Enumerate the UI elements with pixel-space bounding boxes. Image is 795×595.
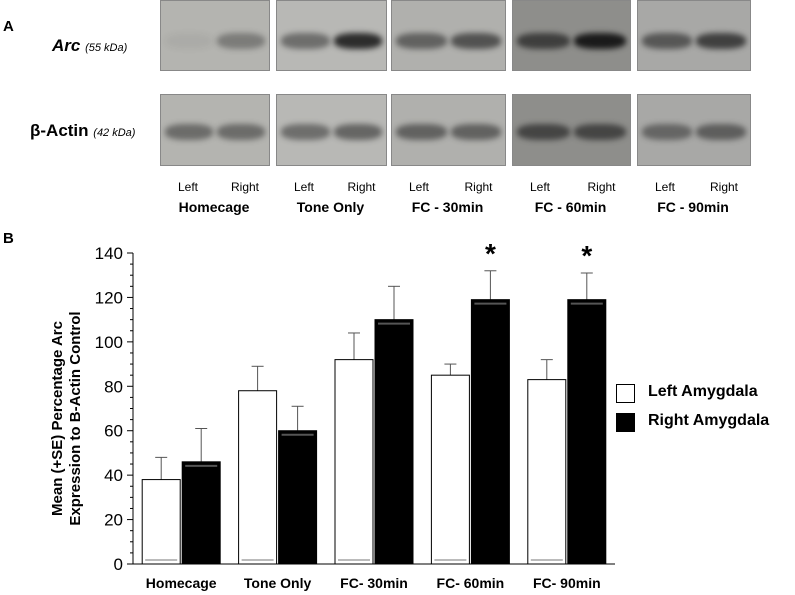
x-tick-label-4: FC- 60min [437,575,505,591]
bar-right-5 [567,299,607,565]
actin-band-2 [217,124,265,140]
arc-band-1 [165,33,213,49]
arc-protein-name: Arc [52,36,81,55]
actin-band-4 [333,124,382,140]
y-axis-label-line2: Expression to B-Actin Control [67,311,84,525]
bar-right-3 [374,319,414,565]
x-tick-label-1: Homecage [146,575,217,591]
actin-blot-1 [160,94,270,166]
arc-band-5 [396,33,447,49]
arc-blot-3 [391,0,506,71]
actin-row-label: β-Actin (42 kDa) [30,121,135,141]
actin-blot-3 [391,94,506,166]
legend-label-right: Right Amygdala [648,412,770,429]
actin-band-6 [450,124,501,140]
lane-label-right: Right [464,180,493,194]
x-tick-label-3: FC- 30min [340,575,408,591]
arc-blot-4 [512,0,631,71]
arc-band-6 [450,33,501,49]
lane-label-left: Left [529,180,550,194]
blot-group-label: Tone Only [296,199,365,215]
actin-kda: (42 kDa) [93,127,136,139]
x-tick-label-5: FC- 90min [533,575,601,591]
significance-asterisk-4: * [485,238,496,269]
lane-label-right: Right [230,180,259,194]
panel-b-letter: B [3,230,14,247]
arc-band-8 [573,33,626,49]
bar-left-5 [527,379,567,565]
y-tick-label: 20 [104,511,123,530]
arc-kda: (55 kDa) [85,42,128,54]
y-tick-label: 120 [95,288,123,307]
lane-label-right: Right [347,180,376,194]
arc-band-4 [333,33,382,49]
actin-band-10 [696,124,746,140]
actin-band-8 [573,124,626,140]
bar-left-2 [238,390,278,565]
arc-band-7 [517,33,570,49]
y-tick-label: 40 [104,466,123,485]
lane-label-right: Right [709,180,738,194]
arc-band-2 [217,33,265,49]
bar-chart: 0 20 40 60 80 100 120 140 Mean (+SE) Percentage … [49,238,615,591]
arc-band-10 [696,33,746,49]
y-tick-label: 0 [114,555,123,574]
blot-group-label: Homecage [178,199,250,215]
bar-right-4 [470,299,510,565]
y-tick-label: 80 [104,377,123,396]
arc-blot-1 [160,0,270,71]
blot-group-label: FC - 60min [534,199,607,215]
actin-blot-4 [512,94,631,166]
arc-band-9 [642,33,692,49]
y-tick-label: 100 [95,333,123,352]
lane-label-right: Right [587,180,616,194]
lane-label-left: Left [654,180,675,194]
panel-a-letter: A [3,18,14,35]
bar-right-2 [278,430,318,565]
bar-left-4 [430,374,470,565]
lane-label-left: Left [408,180,429,194]
arc-row-label: Arc (55 kDa) [52,36,127,56]
y-tick-label: 140 [95,244,123,263]
actin-blot-5 [637,94,751,166]
legend-label-left: Left Amygdala [648,383,758,400]
actin-band-1 [165,124,213,140]
arc-blot-2 [276,0,387,71]
x-tick-label-2: Tone Only [244,575,312,591]
actin-protein-name: β-Actin [30,121,89,140]
actin-band-5 [396,124,447,140]
y-axis-label-line1: Mean (+SE) Percentage Arc [49,321,66,516]
actin-blot-2 [276,94,387,166]
arc-blot-5 [637,0,751,71]
bar-left-3 [334,359,374,565]
actin-band-7 [517,124,570,140]
arc-band-3 [281,33,330,49]
legend-swatch-left [616,384,635,403]
y-tick-label: 60 [104,422,123,441]
legend-swatch-right [616,413,635,432]
actin-band-3 [281,124,330,140]
actin-band-9 [642,124,692,140]
blot-group-label: FC - 90min [657,199,729,215]
lane-label-left: Left [293,180,314,194]
bar-left-1 [141,479,181,565]
bar-right-1 [181,461,221,565]
lane-label-left: Left [177,180,198,194]
blot-group-label: FC - 30min [411,199,484,215]
significance-asterisk-5: * [581,240,592,271]
